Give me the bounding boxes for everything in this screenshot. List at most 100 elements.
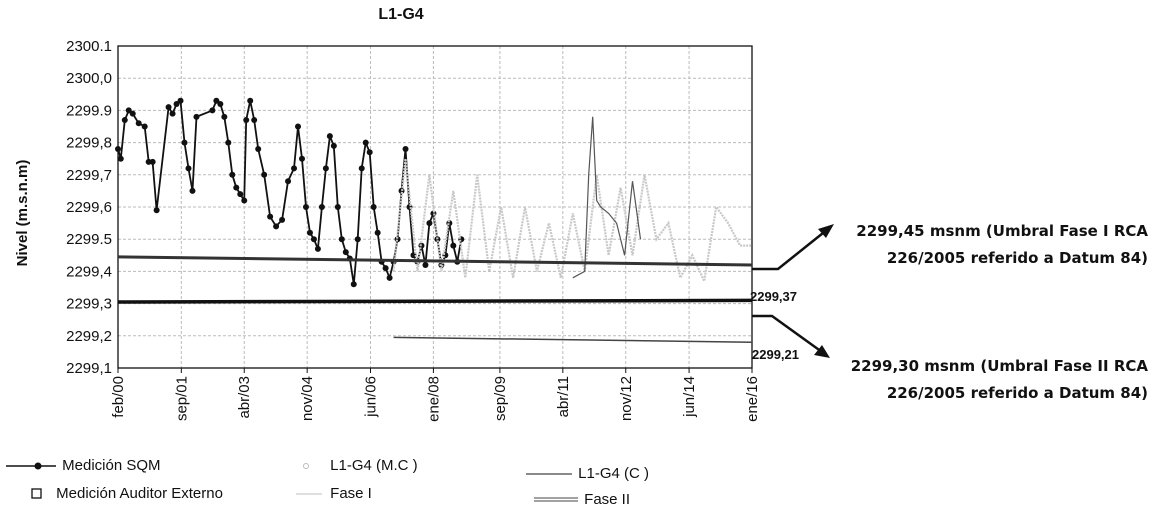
x-tick-label: sep/09 [492, 376, 509, 421]
legend-label-fase1: Fase I [330, 485, 372, 502]
data-point-sqm [165, 104, 172, 111]
data-point-sqm [129, 110, 136, 117]
data-point-sqm [350, 281, 357, 288]
data-point-sqm [450, 242, 457, 249]
arrow-head-fase1 [818, 224, 834, 238]
y-tick-label: 2299,6 [66, 199, 112, 216]
data-point-sqm [291, 165, 298, 172]
data-point-sqm [358, 165, 365, 172]
series-line-fase1 [117, 255, 753, 267]
x-tick-label: sep/01 [173, 376, 190, 421]
legend-item-sqm: Medición SQM [6, 457, 161, 474]
data-point-sqm [225, 139, 232, 146]
data-point-sqm [247, 97, 254, 104]
y-tick-label: 2300,0 [66, 70, 112, 87]
legend-label-mc: L1-G4 (M.C ) [330, 457, 418, 474]
data-point-sqm [141, 123, 148, 130]
annotation-fase2-line1: 2299,30 msnm (Umbral Fase II RCA [851, 357, 1149, 375]
data-point-sqm [149, 158, 156, 165]
legend-label-auditor: Medición Auditor Externo [56, 485, 223, 502]
annotations: 2299,37 2299,21 2299,45 msnm (Umbral Fas… [750, 222, 1148, 402]
annotation-value-fase1: 2299,37 [750, 289, 797, 304]
data-point-sqm [153, 207, 160, 214]
legend-marker-fase2 [534, 497, 578, 502]
data-point-sqm [181, 139, 188, 146]
data-point-sqm [302, 204, 309, 210]
data-point-sqm [310, 236, 317, 243]
data-point-sqm [173, 100, 180, 107]
y-tick-label: 2299,8 [66, 135, 112, 152]
data-point-sqm [366, 149, 373, 156]
data-point-sqm [117, 155, 124, 162]
x-tick-label: feb/00 [110, 376, 127, 418]
data-point-sqm [326, 133, 333, 140]
legend-marker-fase1 [296, 493, 322, 495]
data-point-sqm [251, 117, 258, 124]
data-point-sqm [217, 100, 224, 107]
data-point-sqm [185, 165, 192, 172]
legend-label-c: L1-G4 (C ) [578, 465, 650, 482]
arrow-line-fase2 [752, 314, 823, 354]
legend-label-fase2: Fase II [584, 491, 631, 508]
data-point-sqm [386, 274, 393, 281]
x-tick-label: abr/11 [555, 376, 572, 417]
y-tick-label: 2299.9 [66, 102, 112, 119]
x-tick-label: nov/04 [299, 376, 316, 421]
data-point-sqm [229, 171, 236, 178]
data-point-sqm [354, 236, 361, 243]
data-point-sqm [318, 204, 325, 210]
series-layer [115, 97, 753, 343]
data-point-sqm [193, 113, 200, 120]
y-tick-label: 2299.5 [66, 231, 112, 248]
data-point-sqm [382, 265, 389, 272]
legend-item-fase2: Fase II [534, 491, 630, 508]
data-point-sqm [255, 146, 262, 153]
annotation-fase2-line2: 226/2005 referido a Datum 84) [887, 384, 1148, 402]
data-point-sqm [177, 97, 184, 104]
data-point-sqm [209, 107, 216, 114]
x-tick-label: abr/03 [236, 376, 253, 419]
legend-marker-mc [303, 463, 309, 470]
data-point-sqm [314, 245, 321, 252]
data-point-sqm [338, 236, 345, 243]
data-point-sqm [189, 187, 196, 194]
data-point-sqm [295, 123, 302, 130]
data-point-sqm [334, 204, 341, 210]
data-point-sqm [279, 216, 286, 223]
y-axis-tick-labels: 2300.1 2300,0 2299.9 2299,8 2299,7 2299,6 2299… [66, 38, 112, 377]
y-tick-label: 2300.1 [66, 38, 112, 55]
legend-marker-sqm [6, 462, 56, 470]
data-point-sqm [374, 229, 381, 236]
x-tick-label: ene/08 [425, 376, 442, 422]
data-point-sqm [370, 204, 377, 210]
series-line-c [572, 116, 642, 279]
arrow-head-fase2 [814, 345, 830, 358]
legend-item-fase1: Fase I [292, 485, 372, 502]
y-tick-label: 2299,3 [66, 296, 112, 313]
series-line-mc [392, 158, 752, 285]
chart-title: L1-G4 [378, 6, 423, 23]
legend-marker-c [526, 473, 572, 475]
data-point-sqm [233, 184, 240, 191]
annotation-value-fase2: 2299,21 [752, 347, 799, 362]
annotation-fase1-line1: 2299,45 msnm (Umbral Fase I RCA [856, 222, 1148, 240]
x-tick-label: jun/06 [362, 376, 379, 418]
data-point-sqm [243, 117, 250, 124]
data-point-sqm [306, 229, 313, 236]
y-tick-label: 2299,4 [66, 263, 112, 280]
data-point-sqm [121, 117, 128, 124]
plot-frame [117, 45, 753, 369]
data-point-sqm [237, 191, 244, 198]
x-tick-label: nov/12 [618, 376, 635, 421]
data-point-sqm [125, 107, 132, 114]
data-point-sqm [221, 113, 228, 120]
data-point-sqm [322, 165, 329, 172]
data-point-sqm [273, 223, 280, 230]
threshold-line [117, 298, 753, 304]
data-point-sqm [342, 249, 349, 256]
legend-marker-auditor [31, 488, 42, 499]
data-point-sqm [169, 110, 176, 117]
arrow-line-fase1 [752, 228, 829, 271]
legend-item-mc: L1-G4 (M.C ) [292, 457, 418, 474]
